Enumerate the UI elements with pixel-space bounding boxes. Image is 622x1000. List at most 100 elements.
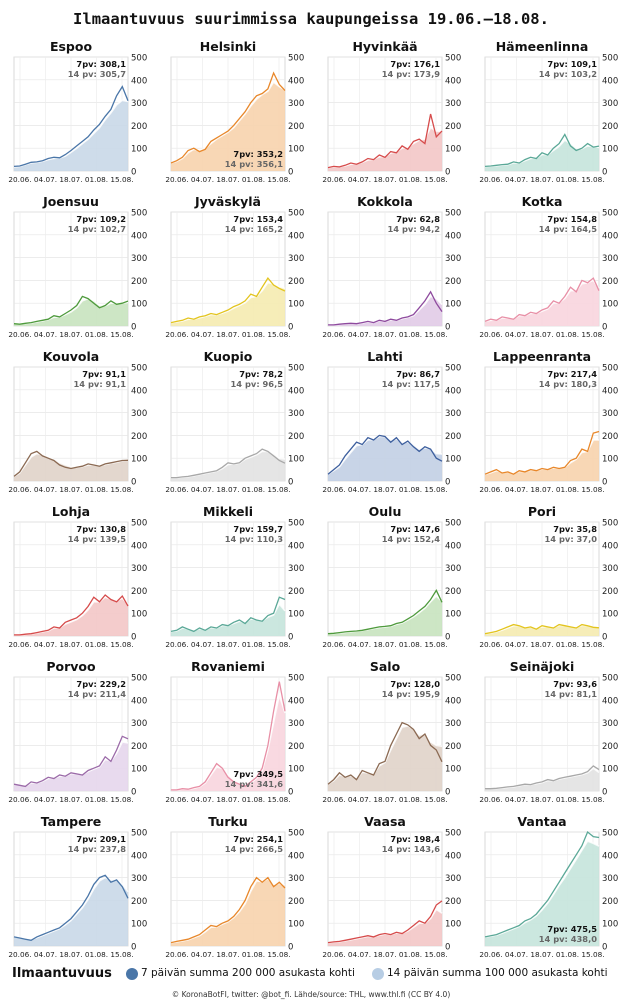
y-tick-label: 300 — [602, 409, 618, 419]
y-tick-label: 300 — [602, 99, 618, 109]
series-14pv-area — [328, 596, 442, 636]
series-14pv-line — [170, 80, 286, 164]
x-tick-label: 15.08. — [110, 640, 133, 649]
x-tick-label: 20.06. — [8, 485, 31, 494]
y-tick-label: 500 — [602, 209, 618, 219]
chart-title: Tampere — [41, 814, 101, 829]
y-tick-label: 500 — [288, 519, 304, 529]
x-tick-label: 20.06. — [322, 175, 345, 184]
y-tick-label: 100 — [131, 300, 147, 310]
y-tick-label: 0 — [288, 788, 293, 798]
chart-title: Kuopio — [204, 349, 253, 364]
y-tick-label: 400 — [131, 851, 147, 861]
y-tick-label: 100 — [288, 455, 304, 465]
value-label-7pv: 7pv: 349,5 — [233, 769, 283, 779]
y-tick-label: 100 — [131, 610, 147, 620]
y-tick-label: 400 — [288, 386, 304, 396]
y-tick-label: 200 — [445, 432, 461, 442]
x-tick-label: 20.06. — [322, 795, 345, 804]
x-tick-label: 20.06. — [479, 330, 502, 339]
y-tick-label: 400 — [288, 696, 304, 706]
chart-lappeenranta: Lappeenranta 0 100 200 300 400 500 20.06. 04.07.… — [479, 349, 618, 494]
x-tick-label: 04.07. — [34, 330, 57, 339]
x-tick-label: 04.07. — [348, 640, 371, 649]
y-tick-label: 300 — [131, 874, 147, 884]
y-tick-label: 0 — [445, 478, 450, 488]
y-tick-label: 100 — [131, 455, 147, 465]
value-label-7pv: 7pv: 209,1 — [76, 834, 126, 844]
x-tick-label: 18.07. — [373, 485, 396, 494]
series-14pv-area — [328, 127, 442, 171]
series-7pv-line — [170, 276, 286, 324]
series-7pv-line — [484, 430, 600, 475]
y-tick-label: 400 — [445, 851, 461, 861]
y-tick-label: 100 — [445, 300, 461, 310]
y-tick-label: 500 — [288, 829, 304, 839]
x-tick-label: 04.07. — [34, 485, 57, 494]
x-tick-label: 01.08. — [85, 640, 108, 649]
y-tick-label: 200 — [288, 742, 304, 752]
value-label-14pv: 14 pv: 305,7 — [68, 69, 126, 79]
y-tick-label: 0 — [288, 478, 293, 488]
y-tick-label: 200 — [445, 897, 461, 907]
x-tick-label: 15.08. — [110, 330, 133, 339]
x-tick-label: 20.06. — [165, 330, 188, 339]
series-14pv-area — [485, 440, 599, 481]
y-tick-label: 0 — [288, 168, 293, 178]
y-tick-label: 300 — [288, 564, 304, 574]
y-tick-label: 500 — [602, 54, 618, 64]
x-tick-label: 01.08. — [556, 175, 579, 184]
chart-title: Kouvola — [43, 349, 99, 364]
chart-joensuu: Joensuu 0 100 200 300 400 500 20.06. 04.07. 18.07… — [8, 194, 147, 339]
chart-title: Pori — [528, 504, 556, 519]
x-tick-label: 20.06. — [322, 330, 345, 339]
x-tick-label: 20.06. — [8, 795, 31, 804]
y-tick-label: 200 — [445, 277, 461, 287]
chart-kuopio: Kuopio 0 100 200 300 400 500 20.06. 04.07. 18.07.… — [165, 349, 304, 494]
y-tick-label: 0 — [131, 788, 136, 798]
x-tick-label: 18.07. — [59, 175, 82, 184]
y-tick-label: 0 — [131, 168, 136, 178]
y-tick-label: 400 — [445, 76, 461, 86]
x-tick-label: 01.08. — [85, 330, 108, 339]
x-tick-label: 20.06. — [8, 640, 31, 649]
chart-title: Jyväskylä — [194, 194, 261, 209]
series-7pv-line — [170, 71, 286, 164]
series-7pv-line — [13, 85, 129, 168]
y-tick-label: 400 — [602, 541, 618, 551]
series-14pv-area — [14, 597, 128, 636]
x-tick-label: 01.08. — [85, 175, 108, 184]
y-tick-label: 200 — [288, 897, 304, 907]
x-tick-label: 04.07. — [34, 795, 57, 804]
value-label-7pv: 7pv: 91,1 — [82, 369, 126, 379]
x-tick-label: 18.07. — [59, 950, 82, 959]
chart-rovaniemi: Rovaniemi 0 100 200 300 400 500 20.06. 04.07. 18.… — [165, 659, 304, 804]
y-tick-label: 300 — [288, 409, 304, 419]
y-tick-label: 100 — [602, 300, 618, 310]
x-tick-label: 18.07. — [59, 330, 82, 339]
series-7pv-line — [171, 681, 286, 791]
series-7pv-line — [327, 721, 443, 785]
chart-title: Lahti — [367, 349, 403, 364]
chart-tampere: Tampere 0 100 200 300 400 500 20.06. 04.07. 18.07… — [8, 814, 147, 959]
value-label-7pv: 7pv: 153,4 — [233, 214, 283, 224]
series-7pv-line — [484, 133, 600, 168]
x-tick-label: 20.06. — [165, 175, 188, 184]
value-label-7pv: 7pv: 109,2 — [76, 214, 126, 224]
chart-mikkeli: Mikkeli 0 100 200 300 400 500 20.06. 04.07. 18.07… — [165, 504, 304, 649]
y-tick-label: 0 — [131, 633, 136, 643]
value-label-14pv: 14 pv: 164,5 — [539, 224, 597, 234]
chart-title: Kotka — [522, 194, 563, 209]
legend: Ilmaantuvuus 7 päivän summa 200 000 asuk… — [0, 966, 622, 986]
y-tick-label: 200 — [602, 587, 618, 597]
y-tick-label: 300 — [131, 409, 147, 419]
series-14pv-line — [327, 126, 443, 169]
y-tick-label: 100 — [445, 765, 461, 775]
x-tick-label: 01.08. — [85, 795, 108, 804]
chart-title: Lappeenranta — [493, 349, 591, 364]
y-tick-label: 200 — [445, 587, 461, 597]
series-7pv-line — [484, 623, 600, 635]
x-tick-label: 18.07. — [530, 330, 553, 339]
y-tick-label: 400 — [445, 231, 461, 241]
y-tick-label: 500 — [131, 519, 147, 529]
